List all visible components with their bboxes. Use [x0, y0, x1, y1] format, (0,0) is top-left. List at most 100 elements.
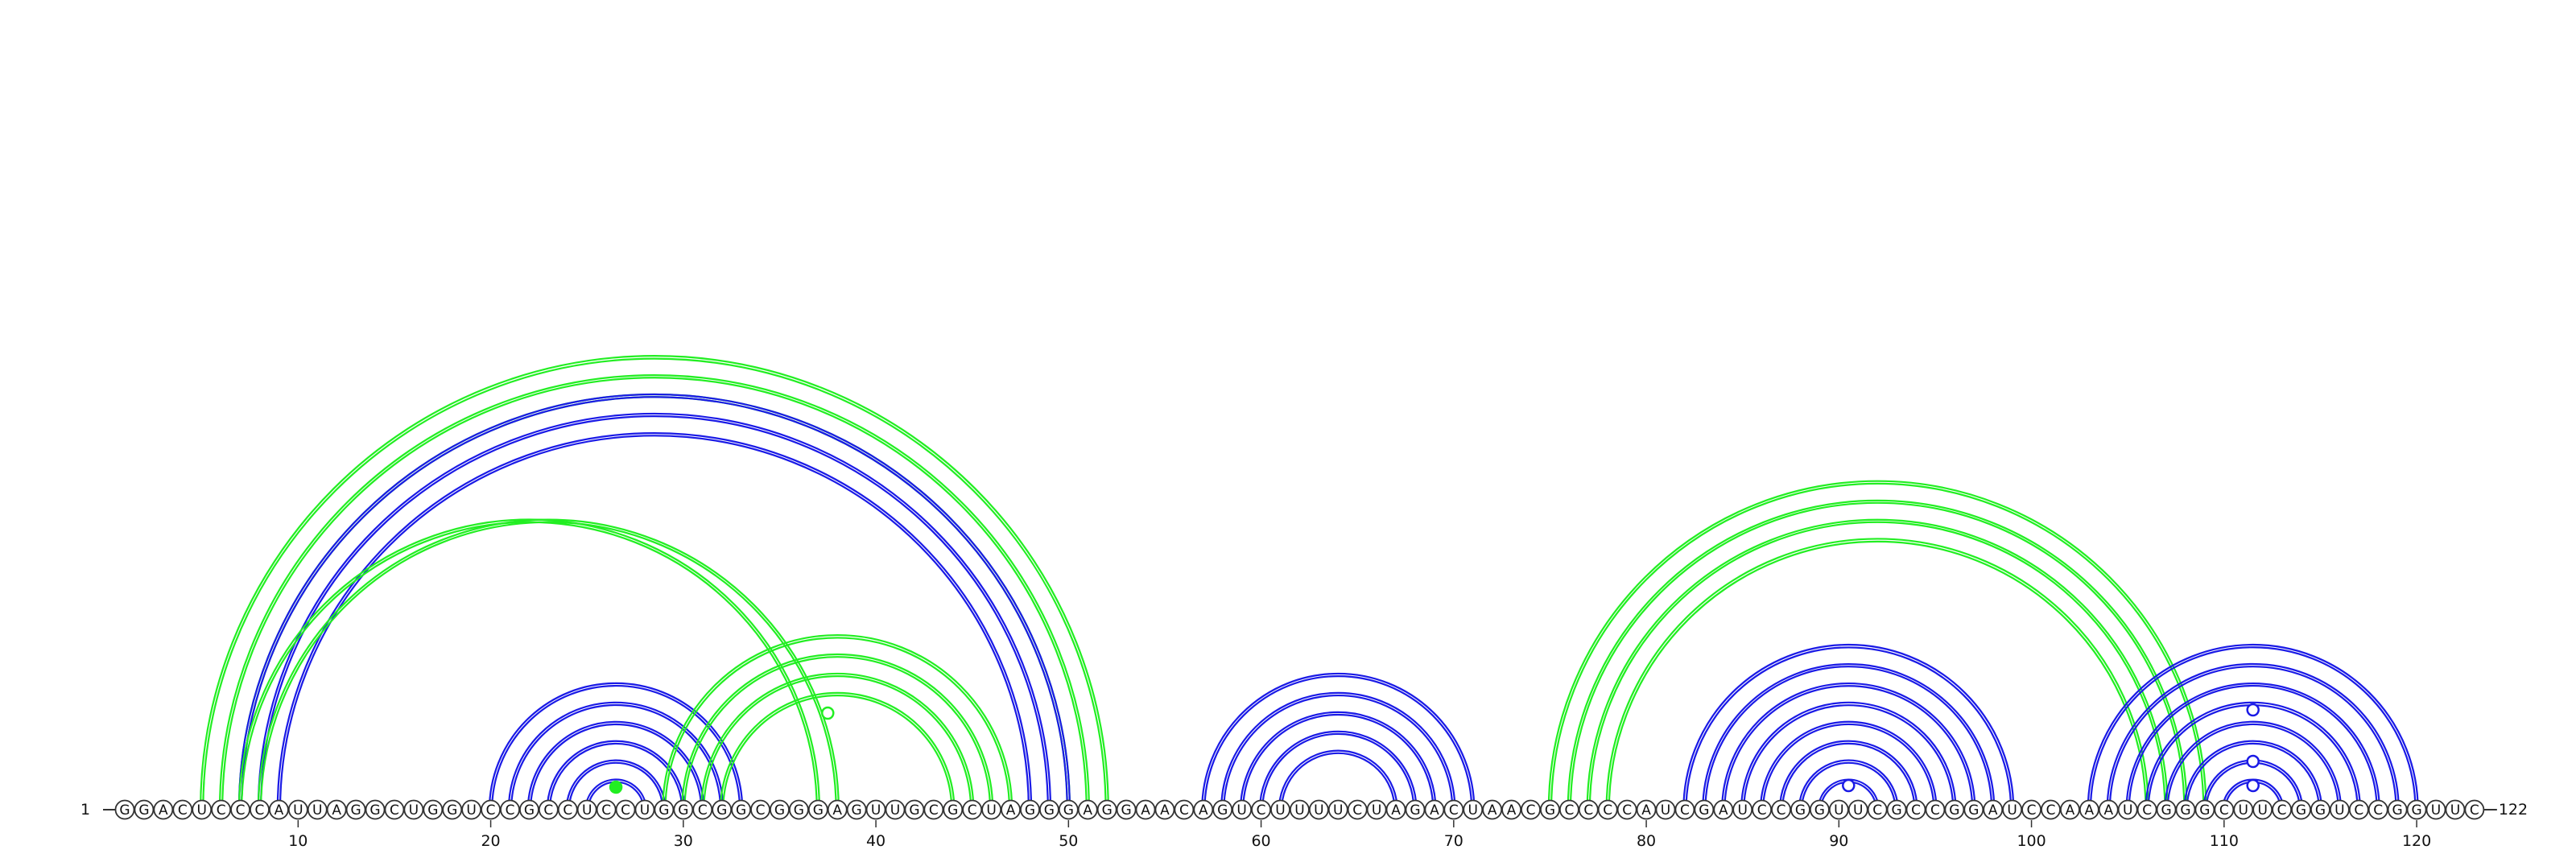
nucleotide-letter: C	[929, 802, 939, 819]
nucleotide-circle	[1385, 799, 1406, 820]
nucleotide-letter: U	[312, 802, 322, 819]
nucleotide-circle	[885, 799, 906, 820]
nucleotide-letter: U	[582, 802, 592, 819]
base-pair-arcs	[200, 355, 2419, 810]
nucleotide: U	[2252, 799, 2273, 820]
base-pair-arc	[526, 720, 705, 810]
nucleotide-letter: C	[1449, 802, 1459, 819]
nucleotide-letter: C	[563, 802, 572, 819]
nucleotide-circle	[1116, 799, 1137, 820]
arc-marker	[2246, 703, 2260, 717]
nucleotide-letter: U	[2239, 802, 2248, 819]
base-pair-arc	[1258, 730, 1418, 810]
nucleotide-letter: U	[986, 802, 996, 819]
base-pair-arc	[1550, 482, 2205, 810]
nucleotide: A	[2060, 799, 2080, 820]
arc-marker	[609, 780, 623, 794]
base-pair-arc	[279, 434, 1030, 810]
nucleotide-letter: U	[1853, 802, 1863, 819]
nucleotide-letter: U	[890, 802, 900, 819]
nucleotide-letter: G	[427, 802, 438, 819]
nucleotide-letter: C	[1757, 802, 1767, 819]
nucleotide-letter: G	[1410, 802, 1420, 819]
base-pair-arc	[488, 683, 744, 810]
nucleotide: C	[557, 799, 578, 820]
nucleotide-circle	[461, 799, 482, 820]
nucleotide-letter: C	[1583, 802, 1593, 819]
nucleotide-circle	[1521, 799, 1541, 820]
nucleotide-circle	[1347, 799, 1368, 820]
nucleotide-circle	[1077, 799, 1098, 820]
nucleotide-circle	[2445, 799, 2466, 820]
nucleotide-circle	[1058, 799, 1079, 820]
nucleotide: C	[1347, 799, 1368, 820]
nucleotide-letter: U	[1661, 802, 1670, 819]
nucleotide-circle	[1713, 799, 1734, 820]
nucleotide-circle	[2136, 799, 2157, 820]
nucleotide: G	[904, 799, 925, 820]
nucleotide-circle	[1039, 799, 1059, 820]
base-pair-arc	[2128, 685, 2378, 810]
nucleotide-circle	[846, 799, 867, 820]
nucleotide: U	[1655, 799, 1676, 820]
nucleotide-circle	[2194, 799, 2215, 820]
nucleotide-letter: C	[2027, 802, 2037, 819]
nucleotide-circle	[1925, 799, 1946, 820]
start-index-label: 1	[80, 801, 90, 819]
nucleotide-circle	[2098, 799, 2119, 820]
nucleotide-circle	[1232, 799, 1253, 820]
base-pair-arc	[584, 778, 647, 810]
nucleotide-letter: U	[2257, 802, 2267, 819]
nucleotide-circle	[2368, 799, 2388, 820]
nucleotide: G	[2291, 799, 2311, 820]
nucleotide-letter: C	[2142, 802, 2152, 819]
nucleotide-letter: G	[736, 802, 746, 819]
base-pair-arc	[1800, 761, 1897, 810]
nucleotide: C	[2021, 799, 2041, 820]
arc-marker	[821, 706, 835, 720]
nucleotide-circle	[1366, 799, 1387, 820]
nucleotide-circle	[1443, 799, 1464, 820]
base-pair-arc	[1759, 720, 1938, 810]
nucleotide-circle	[2310, 799, 2330, 820]
base-pair-arc	[1278, 749, 1398, 810]
base-pair-arc	[510, 704, 722, 810]
nucleotide-circle	[1983, 799, 2004, 820]
nucleotide-circle	[1867, 799, 1888, 820]
nucleotide: G	[1020, 799, 1040, 820]
base-pair-arc	[237, 518, 820, 810]
nucleotide-circle	[692, 799, 713, 820]
nucleotide: U	[461, 799, 482, 820]
nucleotide-circle	[172, 799, 193, 820]
nucleotide-letter: A	[1641, 802, 1651, 819]
nucleotide: C	[2214, 799, 2235, 820]
nucleotide-letter: C	[255, 802, 265, 819]
nucleotide-circle	[384, 799, 405, 820]
nucleotide: C	[1616, 799, 1637, 820]
nucleotide-circle	[1597, 799, 1618, 820]
nucleotide-letter: C	[1680, 802, 1690, 819]
axis-tick-label: 100	[2017, 832, 2046, 850]
nucleotide-circle	[2041, 799, 2061, 820]
nucleotide-circle	[153, 799, 174, 820]
nucleotide-letter: C	[2046, 802, 2056, 819]
nucleotide-letter: G	[1025, 802, 1035, 819]
nucleotide: A	[1482, 799, 1503, 820]
base-pair-arc	[548, 742, 683, 810]
base-pair-arc	[2166, 724, 2339, 810]
nucleotide: C	[211, 799, 232, 820]
nucleotide: C	[1771, 799, 1791, 820]
nucleotide-circle	[750, 799, 770, 820]
nucleotide-letter: U	[293, 802, 303, 819]
nucleotide-letter: C	[2373, 802, 2383, 819]
nucleotide: G	[114, 799, 135, 820]
nucleotide-letter: G	[1102, 802, 1113, 819]
base-pair-arc	[203, 359, 1105, 810]
nucleotide-letter: C	[486, 802, 496, 819]
nucleotide: U	[981, 799, 1002, 820]
nucleotide: A	[1154, 799, 1175, 820]
nucleotide-circle	[865, 799, 886, 820]
nucleotide: U	[1270, 799, 1290, 820]
nucleotide-letter: A	[1141, 802, 1150, 819]
